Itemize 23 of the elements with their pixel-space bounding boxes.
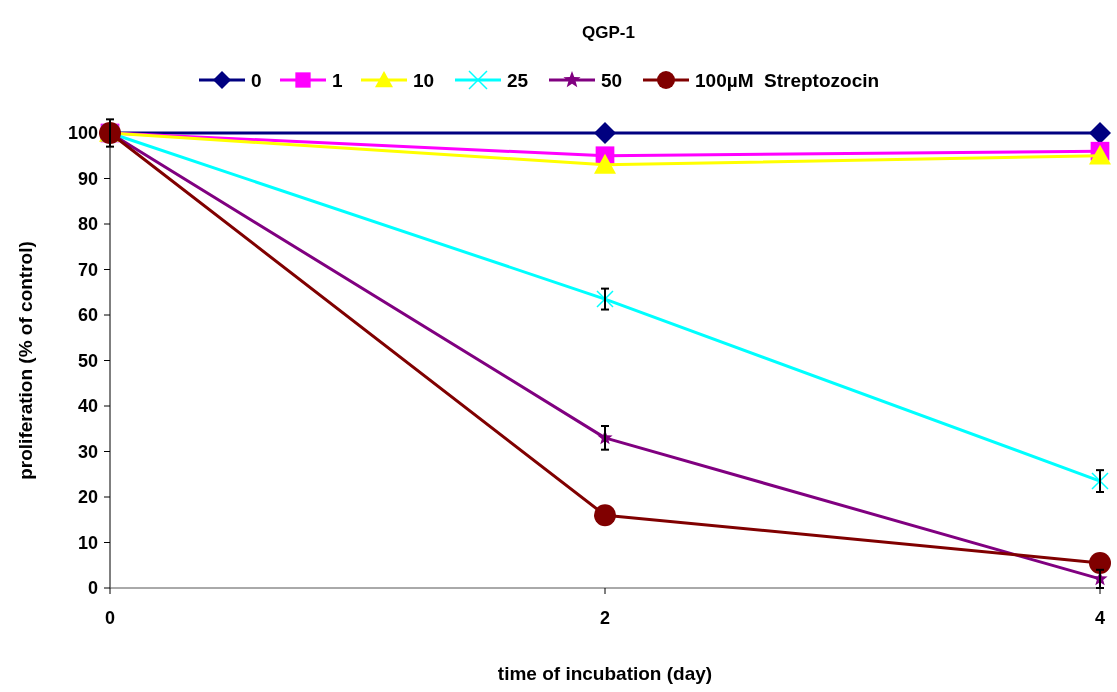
legend-label: 50 bbox=[601, 69, 623, 91]
y-tick-label: 80 bbox=[77, 214, 98, 235]
legend-label: 10 bbox=[413, 69, 435, 91]
x-tick-label: 4 bbox=[1094, 608, 1106, 628]
legend-label: 100µM Streptozocin bbox=[695, 69, 880, 91]
legend-label: 1 bbox=[332, 69, 343, 91]
y-tick-label: 50 bbox=[77, 350, 98, 371]
legend-label: 25 bbox=[507, 69, 529, 91]
y-tick-label: 10 bbox=[77, 532, 98, 553]
y-tick-label: 90 bbox=[77, 168, 98, 189]
x-tick-label: 2 bbox=[599, 608, 611, 628]
y-tick-label: 20 bbox=[77, 487, 98, 508]
x-axis-title: time of incubation (day) bbox=[497, 663, 713, 684]
y-tick-label: 60 bbox=[77, 305, 98, 326]
y-tick-label: 100 bbox=[67, 123, 98, 144]
y-axis-title: proliferation (% of control) bbox=[15, 241, 36, 480]
legend-label: 0 bbox=[251, 69, 262, 91]
y-tick-label: 0 bbox=[87, 578, 98, 599]
chart-title: QGP-1 bbox=[582, 23, 635, 42]
x-tick-label: 0 bbox=[104, 608, 116, 628]
y-tick-label: 70 bbox=[77, 259, 98, 280]
y-tick-label: 30 bbox=[77, 441, 98, 462]
y-tick-label: 40 bbox=[77, 396, 98, 417]
